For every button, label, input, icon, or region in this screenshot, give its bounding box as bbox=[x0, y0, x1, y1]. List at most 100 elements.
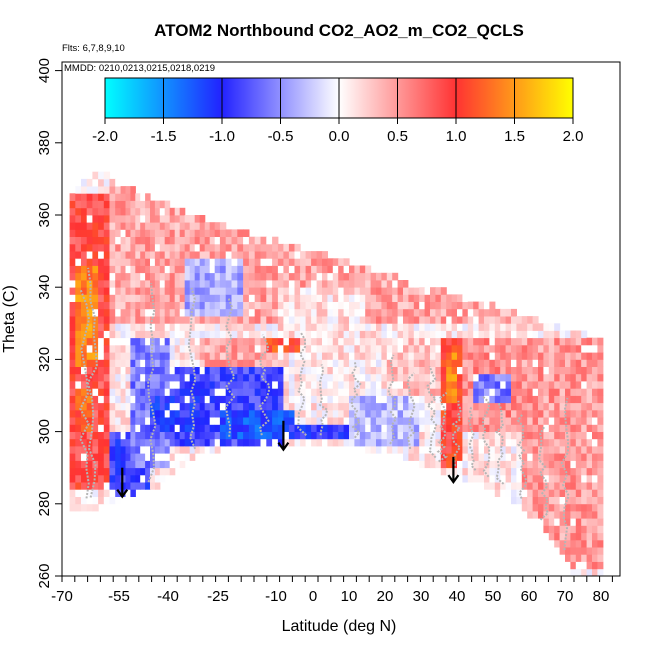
heatmap-cell-2670 bbox=[532, 511, 539, 519]
heatmap-cell-333 bbox=[109, 402, 116, 411]
heatmap-cell-3059 bbox=[597, 482, 604, 490]
heatmap-cell-1353 bbox=[254, 330, 262, 339]
heatmap-cell-680 bbox=[150, 352, 156, 360]
heatmap-cell-1991 bbox=[386, 373, 393, 382]
heatmap-cell-12 bbox=[69, 417, 76, 425]
heatmap-cell-2255 bbox=[440, 287, 447, 295]
heatmap-cell-2888 bbox=[570, 503, 577, 512]
heatmap-cell-1758 bbox=[338, 402, 345, 411]
heatmap-cell-734 bbox=[154, 251, 161, 259]
heatmap-cell-502 bbox=[130, 446, 136, 454]
heatmap-cell-1004 bbox=[194, 388, 201, 396]
heatmap-cell-346 bbox=[109, 308, 116, 317]
heatmap-cell-2116 bbox=[413, 373, 420, 382]
heatmap-cell-1635 bbox=[311, 330, 318, 339]
heatmap-cell-1545 bbox=[294, 388, 301, 396]
heatmap-cell-2418 bbox=[478, 395, 485, 404]
heatmap-cell-2264 bbox=[446, 409, 453, 418]
heatmap-cell-2992 bbox=[586, 489, 593, 497]
heatmap-cell-2899 bbox=[570, 424, 577, 432]
heatmap-cell-1446 bbox=[272, 287, 279, 295]
heatmap-cell-84 bbox=[75, 215, 82, 223]
heatmap-cell-1603 bbox=[305, 366, 312, 375]
heatmap-cell-253 bbox=[98, 316, 105, 324]
heatmap-cell-3063 bbox=[597, 453, 604, 461]
heatmap-cell-997 bbox=[194, 438, 201, 447]
heatmap-cell-1026 bbox=[194, 229, 201, 237]
heatmap-cell-1515 bbox=[288, 402, 296, 411]
heatmap-cell-25 bbox=[69, 323, 76, 331]
heatmap-cell-1152 bbox=[214, 258, 221, 266]
heatmap-cell-1951 bbox=[376, 301, 382, 310]
heatmap-cell-1846 bbox=[354, 323, 361, 331]
heatmap-cell-938 bbox=[184, 381, 191, 389]
heatmap-cell-1989 bbox=[386, 388, 393, 396]
heatmap-cell-72 bbox=[75, 301, 82, 310]
heatmap-cell-1979 bbox=[381, 280, 388, 288]
heatmap-cell-2836 bbox=[559, 402, 566, 411]
heatmap-cell-889 bbox=[174, 222, 181, 230]
heatmap-cell-1131 bbox=[214, 409, 221, 418]
heatmap-cell-1107 bbox=[209, 352, 216, 360]
heatmap-cell-1155 bbox=[214, 236, 221, 245]
heatmap-cell-1929 bbox=[370, 280, 377, 288]
heatmap-cell-1160 bbox=[219, 424, 227, 432]
heatmap-cell-1460 bbox=[277, 395, 284, 404]
heatmap-cell-1866 bbox=[359, 359, 366, 367]
heatmap-cell-1362 bbox=[254, 265, 262, 274]
heatmap-cell-2895 bbox=[570, 453, 577, 461]
heatmap-cell-2494 bbox=[494, 417, 501, 425]
heatmap-cell-538 bbox=[130, 186, 136, 194]
heatmap-cell-1911 bbox=[370, 409, 377, 418]
heatmap-cell-31 bbox=[69, 280, 76, 288]
heatmap-cell-440 bbox=[120, 272, 127, 281]
heatmap-cell-2326 bbox=[457, 323, 463, 331]
heatmap-cell-2612 bbox=[516, 330, 523, 339]
heatmap-cell-628 bbox=[145, 431, 151, 440]
heatmap-cell-2281 bbox=[451, 467, 458, 476]
heatmap-cell-2014 bbox=[392, 388, 399, 396]
heatmap-cell-394 bbox=[115, 287, 122, 295]
heatmap-cell-2330 bbox=[457, 294, 463, 302]
heatmap-cell-1262 bbox=[237, 345, 244, 353]
heatmap-cell-3037 bbox=[592, 402, 598, 411]
heatmap-cell-17 bbox=[69, 381, 76, 389]
heatmap-cell-141 bbox=[86, 460, 93, 469]
heatmap-cell-2604 bbox=[516, 388, 523, 396]
heatmap-cell-1295 bbox=[243, 323, 250, 331]
heatmap-cell-364 bbox=[109, 178, 116, 187]
x-tick-label-1: -55 bbox=[108, 588, 130, 605]
heatmap-cell-2929 bbox=[575, 453, 582, 461]
heatmap-cell-1598 bbox=[305, 402, 312, 411]
heatmap-cell-1254 bbox=[237, 402, 244, 411]
heatmap-cell-2488 bbox=[494, 460, 501, 469]
heatmap-cell-3042 bbox=[592, 366, 598, 375]
heatmap-cell-266 bbox=[98, 222, 105, 230]
heatmap-cell-886 bbox=[174, 243, 181, 252]
heatmap-cell-1043 bbox=[199, 345, 206, 353]
heatmap-cell-343 bbox=[109, 330, 116, 339]
heatmap-cell-867 bbox=[174, 381, 181, 389]
heatmap-cell-2873 bbox=[565, 366, 571, 375]
heatmap-cell-860 bbox=[174, 431, 181, 440]
heatmap-cell-1642 bbox=[311, 280, 318, 288]
heatmap-cell-2126 bbox=[413, 301, 420, 310]
heatmap-cell-1750 bbox=[332, 272, 339, 281]
heatmap-cell-2484 bbox=[494, 489, 501, 497]
x-tick-label-12: 70 bbox=[557, 588, 574, 605]
heatmap-cell-864 bbox=[174, 402, 181, 411]
heatmap-cell-937 bbox=[184, 388, 191, 396]
heatmap-cell-1099 bbox=[209, 409, 216, 418]
heatmap-cell-2440 bbox=[484, 424, 490, 432]
heatmap-cell-2183 bbox=[430, 438, 436, 447]
heatmap-cell-1335 bbox=[248, 251, 256, 259]
heatmap-cell-1449 bbox=[272, 265, 279, 274]
heatmap-cell-2843 bbox=[559, 352, 566, 360]
heatmap-cell-662 bbox=[150, 482, 156, 490]
heatmap-cell-1111 bbox=[209, 323, 216, 331]
heatmap-cell-711 bbox=[154, 417, 161, 425]
heatmap-cell-2571 bbox=[511, 431, 517, 440]
heatmap-cell-3001 bbox=[586, 424, 593, 432]
heatmap-cell-1968 bbox=[381, 359, 388, 367]
heatmap-cell-2659 bbox=[527, 388, 534, 396]
